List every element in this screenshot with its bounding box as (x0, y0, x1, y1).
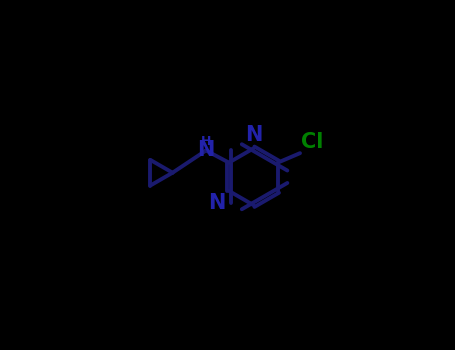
Text: N: N (208, 193, 226, 213)
Text: Cl: Cl (301, 132, 324, 152)
Text: N: N (197, 140, 215, 160)
Text: H: H (201, 135, 211, 148)
Text: N: N (245, 125, 262, 145)
